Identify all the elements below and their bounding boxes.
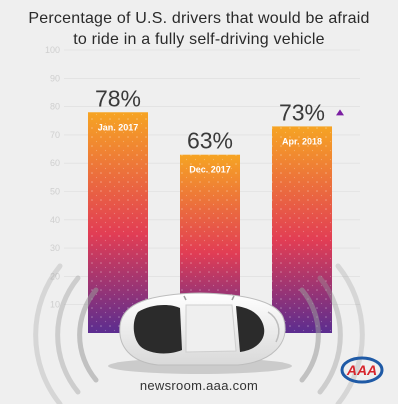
category-label-3: Apr. 2018 xyxy=(282,136,322,146)
bar-texture-1 xyxy=(88,112,148,333)
y-tick-label-20: 20 xyxy=(50,271,60,281)
y-tick-label-30: 30 xyxy=(50,243,60,253)
footer-url: newsroom.aaa.com xyxy=(139,378,259,393)
value-label-2: 63% xyxy=(187,128,233,154)
car-icon xyxy=(108,292,292,374)
y-tick-label-80: 80 xyxy=(50,102,60,112)
y-tick-label-60: 60 xyxy=(50,158,60,168)
y-tick-label-10: 10 xyxy=(50,300,60,310)
y-tick-label-90: 90 xyxy=(50,73,60,83)
chart-title: Percentage of U.S. drivers that would be… xyxy=(0,8,398,50)
y-tick-label-50: 50 xyxy=(50,187,60,197)
y-tick-label-100: 100 xyxy=(45,45,60,55)
category-label-2: Dec. 2017 xyxy=(189,165,231,175)
signal-wave-icon xyxy=(33,263,365,404)
chart-title-line-2: to ride in a fully self-driving vehicle xyxy=(73,31,325,48)
chart-title-line-1: Percentage of U.S. drivers that would be… xyxy=(28,10,370,27)
aaa-logo-text: AAA xyxy=(346,362,377,378)
y-tick-label-70: 70 xyxy=(50,130,60,140)
y-tick-label-40: 40 xyxy=(50,215,60,225)
value-label-3: 73% xyxy=(279,99,325,125)
aaa-logo-icon: AAA xyxy=(340,356,384,384)
value-label-1: 78% xyxy=(95,85,141,111)
trend-up-icon xyxy=(336,109,344,116)
category-label-1: Jan. 2017 xyxy=(98,122,139,132)
bar-texture-3 xyxy=(272,126,332,333)
